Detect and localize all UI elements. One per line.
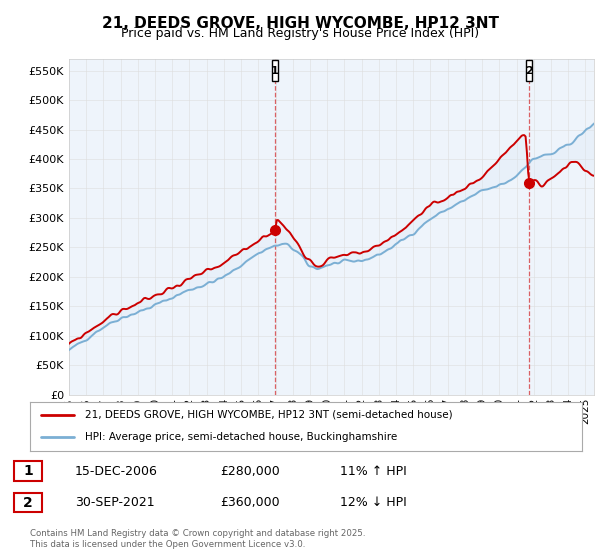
Text: 21, DEEDS GROVE, HIGH WYCOMBE, HP12 3NT (semi-detached house): 21, DEEDS GROVE, HIGH WYCOMBE, HP12 3NT … (85, 410, 453, 420)
Text: 15-DEC-2006: 15-DEC-2006 (75, 465, 158, 478)
Text: £280,000: £280,000 (220, 465, 280, 478)
Text: 30-SEP-2021: 30-SEP-2021 (75, 496, 155, 509)
FancyBboxPatch shape (526, 60, 532, 81)
Text: Contains HM Land Registry data © Crown copyright and database right 2025.
This d: Contains HM Land Registry data © Crown c… (30, 529, 365, 549)
Text: Price paid vs. HM Land Registry's House Price Index (HPI): Price paid vs. HM Land Registry's House … (121, 27, 479, 40)
Text: 1: 1 (23, 464, 33, 478)
Text: £360,000: £360,000 (220, 496, 280, 509)
Text: 12% ↓ HPI: 12% ↓ HPI (340, 496, 407, 509)
Text: HPI: Average price, semi-detached house, Buckinghamshire: HPI: Average price, semi-detached house,… (85, 432, 397, 442)
FancyBboxPatch shape (14, 493, 42, 512)
Text: 2: 2 (23, 496, 33, 510)
Text: 2: 2 (526, 66, 533, 76)
FancyBboxPatch shape (14, 461, 42, 481)
Text: 11% ↑ HPI: 11% ↑ HPI (340, 465, 407, 478)
Text: 1: 1 (271, 66, 279, 76)
Text: 21, DEEDS GROVE, HIGH WYCOMBE, HP12 3NT: 21, DEEDS GROVE, HIGH WYCOMBE, HP12 3NT (101, 16, 499, 31)
FancyBboxPatch shape (272, 60, 278, 81)
